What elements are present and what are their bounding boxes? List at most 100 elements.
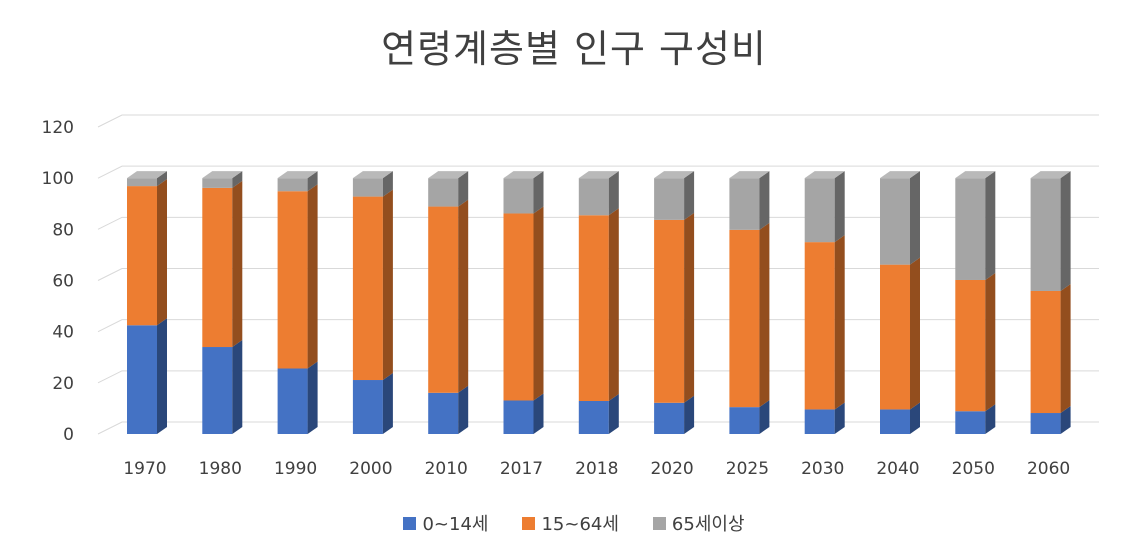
grid-layer [97,114,1099,435]
y-tick-label-40: 40 [52,323,74,343]
x-tick-label-1990: 1990 [274,459,317,479]
legend-label-0: 0~14세 [422,514,489,535]
bar-1970-series-0 [127,325,157,434]
bar-2000-series-1 [352,196,383,381]
x-tick-label-2025: 2025 [726,459,769,479]
y-tick-label-60: 60 [52,272,74,292]
bar-top-1970 [127,171,167,179]
bar-side-2025-series-0 [759,400,770,434]
bar-side-2010-series-1 [458,199,469,393]
bar-side-2020-series-1 [684,212,695,403]
bar-2025-series-2 [729,178,760,230]
bar-stack-2050 [955,171,996,434]
bar-2017-series-2 [503,178,534,214]
bar-stack-2018 [578,171,619,434]
bar-side-2050-series-2 [985,171,996,280]
bar-side-2030-series-2 [834,171,845,243]
bar-side-1990-series-2 [307,171,318,192]
bar-2050-series-1 [955,279,986,412]
bar-side-2060-series-2 [1060,171,1071,291]
bar-side-1980-series-0 [232,340,243,434]
bar-stack-2060 [1030,171,1071,434]
bar-1980-series-2 [202,178,233,188]
bar-2060-series-2 [1030,178,1061,291]
bar-side-2060-series-0 [1060,406,1071,434]
x-tick-label-2040: 2040 [876,459,919,479]
legend-swatch-2 [652,516,666,530]
bar-2010-series-2 [428,178,459,207]
bar-2020-series-1 [654,219,685,403]
bar-2030-series-1 [804,242,835,410]
bar-top-2030 [804,171,845,179]
bar-1980-series-1 [202,187,233,348]
chart-title: 연령계층별 인구 구성비 [381,27,767,71]
bar-2060-series-0 [1030,413,1061,434]
bar-stack-2030 [804,171,845,434]
bar-side-1990-series-0 [307,361,318,434]
bar-side-1980-series-2 [232,171,243,188]
bar-2030-series-0 [804,409,835,434]
bar-1970-series-2 [127,178,157,187]
bar-stack-2040 [880,171,920,434]
legend-item-1: 15~64세 [522,510,619,536]
bar-side-2040-series-0 [910,402,920,434]
gridline-20 [97,370,1099,384]
gridline-40 [97,319,1099,333]
bar-side-2050-series-1 [985,272,996,412]
bar-2017-series-0 [503,400,534,434]
bar-side-2050-series-0 [985,404,996,434]
bar-side-2018-series-1 [608,208,619,401]
x-tick-label-1970: 1970 [123,459,166,479]
bar-2018-series-1 [578,215,609,401]
bar-stack-1980 [202,171,243,434]
bar-side-2000-series-1 [382,189,393,381]
x-tick-label-2000: 2000 [349,459,392,479]
bar-stack-1970 [127,171,167,434]
bar-2018-series-0 [578,400,609,434]
legend-item-0: 0~14세 [403,510,488,536]
bar-side-2017-series-1 [533,206,544,401]
x-axis-ticks: 1970 1980 1990 2000 2010 2017 2018 2020 2025 2030… [123,459,1070,479]
y-tick-label-100: 100 [42,169,74,189]
bar-side-1970-series-2 [157,171,167,187]
legend: 0~14세 15~64세 65세이상 [0,510,1148,536]
bar-top-1980 [202,171,243,179]
legend-label-1: 15~64세 [541,514,619,535]
x-tick-label-2060: 2060 [1027,459,1070,479]
bar-top-2000 [352,171,393,179]
bar-stack-2010 [428,171,469,434]
bar-stack-2025 [729,171,770,434]
bar-2020-series-0 [654,402,685,434]
bar-side-2020-series-2 [684,171,695,220]
bar-2025-series-0 [729,407,760,434]
bar-side-2030-series-1 [834,235,845,410]
bar-stack-2000 [352,171,393,434]
bar-side-2010-series-0 [458,385,469,434]
bar-top-2018 [578,171,619,179]
legend-label-2: 65세이상 [671,514,745,535]
bar-2030-series-2 [804,178,835,243]
bar-side-1970-series-0 [157,318,167,434]
bar-side-2018-series-2 [608,171,619,216]
gridline-0 [97,421,1099,435]
bar-side-2000-series-0 [382,373,393,434]
bar-top-1990 [277,171,318,179]
legend-swatch-1 [522,516,536,530]
x-tick-label-2010: 2010 [425,459,468,479]
bar-side-2017-series-2 [533,171,544,214]
bar-stack-2017 [503,171,544,434]
bar-top-2010 [428,171,469,179]
bar-top-2040 [880,171,920,179]
bar-side-2000-series-2 [382,171,393,197]
bar-2040-series-0 [880,409,910,434]
bar-2050-series-0 [955,411,986,434]
bar-side-1980-series-1 [232,180,243,348]
bar-2017-series-1 [503,213,534,401]
bar-2000-series-0 [352,380,383,434]
y-tick-label-120: 120 [42,118,74,138]
bar-1990-series-1 [277,191,308,369]
bar-1970-series-1 [127,186,157,326]
gridline-80 [97,216,1099,230]
bar-2018-series-2 [578,178,609,216]
x-tick-label-2020: 2020 [650,459,693,479]
